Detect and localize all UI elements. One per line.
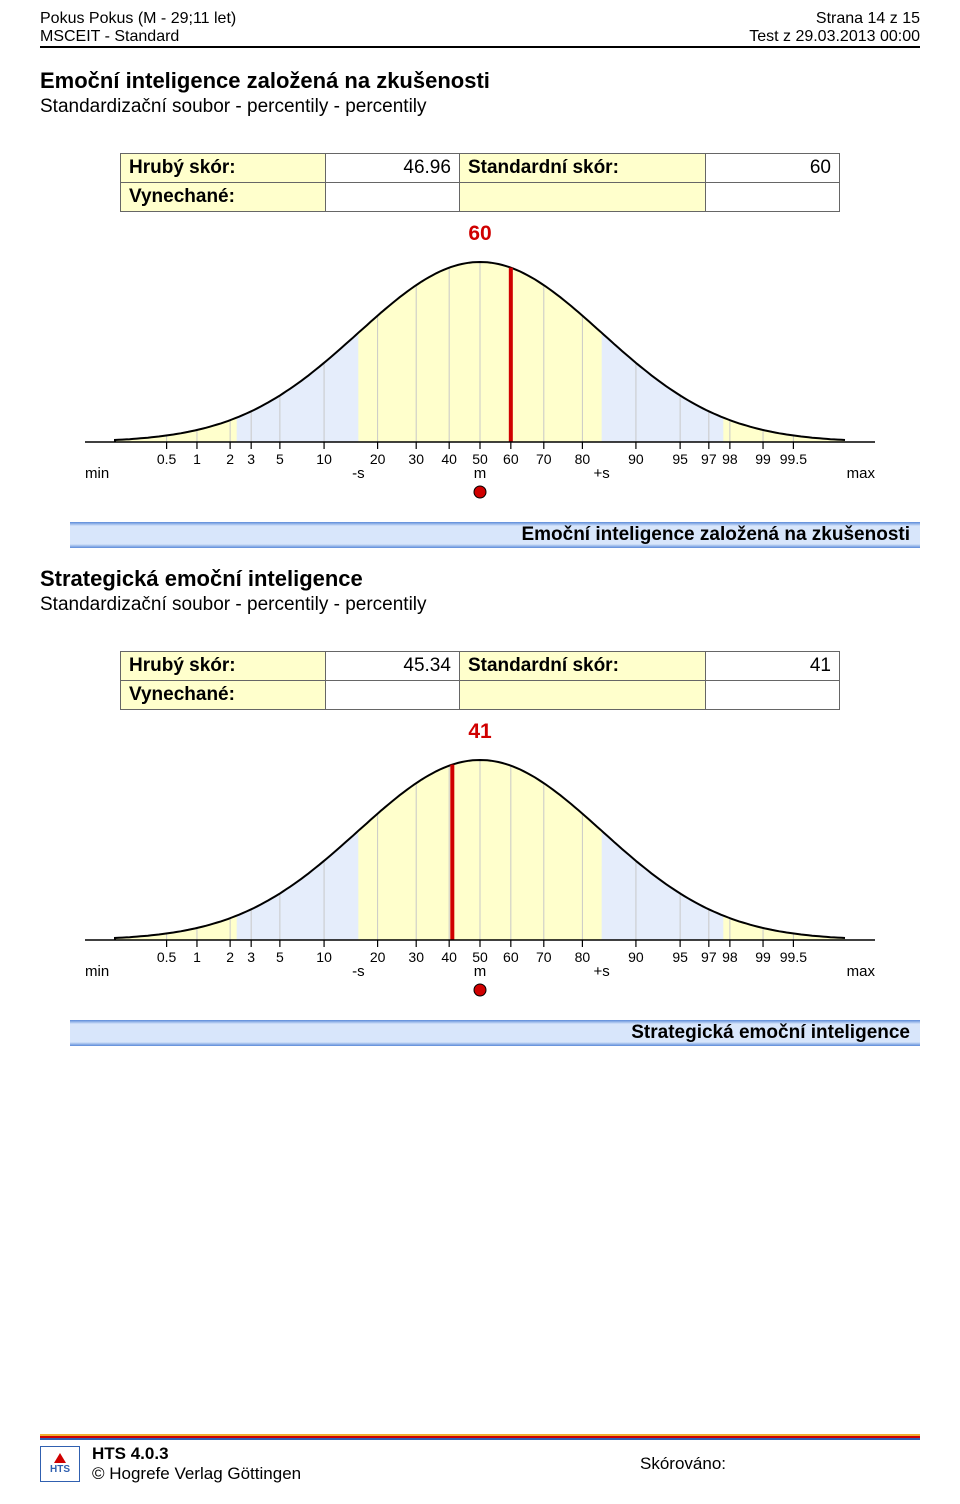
svg-text:min: min: [85, 465, 109, 482]
empty-cell: [706, 681, 840, 710]
svg-text:60: 60: [503, 451, 519, 467]
svg-text:95: 95: [672, 949, 688, 965]
raw-value-1: 45.34: [326, 652, 460, 681]
svg-text:80: 80: [575, 451, 591, 467]
svg-text:3: 3: [247, 451, 255, 467]
svg-text:70: 70: [536, 949, 552, 965]
std-value-1: 41: [706, 652, 840, 681]
blue-band-text-1: Strategická emoční inteligence: [631, 1020, 910, 1046]
omit-value-0: [326, 183, 460, 212]
svg-text:10: 10: [316, 451, 332, 467]
footer-product-block: HTS 4.0.3 © Hogrefe Verlag Göttingen: [92, 1444, 628, 1484]
svg-text:95: 95: [672, 451, 688, 467]
header-row-1: Pokus Pokus (M - 29;11 let) Strana 14 z …: [40, 10, 920, 28]
section-title-1: Strategická emoční inteligence: [40, 566, 920, 592]
svg-text:99.5: 99.5: [780, 949, 807, 965]
footer-scored: Skórováno:: [640, 1454, 920, 1474]
svg-text:2: 2: [226, 451, 234, 467]
svg-text:40: 40: [441, 451, 457, 467]
page: Pokus Pokus (M - 29;11 let) Strana 14 z …: [0, 0, 960, 1504]
section-title-0: Emoční inteligence založená na zkušenost…: [40, 68, 920, 94]
raw-label-0: Hrubý skór:: [121, 154, 326, 183]
std-label-1: Standardní skór:: [459, 652, 706, 681]
svg-text:3: 3: [247, 949, 255, 965]
svg-text:+s: +s: [594, 465, 610, 482]
svg-text:70: 70: [536, 451, 552, 467]
svg-text:90: 90: [628, 451, 644, 467]
svg-text:max: max: [847, 465, 876, 482]
header-row-2: MSCEIT - Standard Test z 29.03.2013 00:0…: [40, 28, 920, 48]
score-table-1: Hrubý skór: 45.34 Standardní skór: 41 Vy…: [120, 651, 840, 710]
svg-text:99.5: 99.5: [780, 451, 807, 467]
svg-text:1: 1: [193, 451, 201, 467]
svg-text:40: 40: [441, 949, 457, 965]
footer-row: HTS HTS 4.0.3 © Hogrefe Verlag Göttingen…: [40, 1444, 920, 1484]
svg-text:99: 99: [755, 451, 771, 467]
chart-1: 41 0.512351020304050607080909597989999.5…: [65, 720, 895, 1000]
svg-text:2: 2: [226, 949, 234, 965]
svg-text:m: m: [474, 963, 487, 980]
omit-label-0: Vynechané:: [121, 183, 326, 212]
footer-copyright: © Hogrefe Verlag Göttingen: [92, 1464, 628, 1484]
omit-value-1: [326, 681, 460, 710]
section-subtitle-0: Standardizační soubor - percentily - per…: [40, 96, 920, 118]
svg-text:0.5: 0.5: [157, 451, 177, 467]
svg-text:max: max: [847, 963, 876, 980]
svg-text:80: 80: [575, 949, 591, 965]
header-test-left: MSCEIT - Standard: [40, 28, 179, 46]
blue-band-1: Strategická emoční inteligence: [70, 1020, 920, 1046]
empty-cell: [459, 183, 706, 212]
std-label-0: Standardní skór:: [459, 154, 706, 183]
svg-text:min: min: [85, 963, 109, 980]
blue-band-1-wrap: Strategická emoční inteligence: [70, 1020, 920, 1046]
hts-logo-icon: HTS: [40, 1446, 80, 1482]
bell-chart-1: 0.512351020304050607080909597989999.5min…: [65, 740, 895, 1000]
empty-cell: [706, 183, 840, 212]
raw-label-1: Hrubý skór:: [121, 652, 326, 681]
svg-text:+s: +s: [594, 963, 610, 980]
blue-band-0: Emoční inteligence založená na zkušenost…: [70, 522, 920, 548]
footer-rules: [40, 1434, 920, 1440]
blue-band-text-0: Emoční inteligence založená na zkušenost…: [521, 522, 910, 548]
chart-0: 60 0.512351020304050607080909597989999.5…: [65, 222, 895, 502]
svg-text:m: m: [474, 465, 487, 482]
raw-value-0: 46.96: [326, 154, 460, 183]
svg-text:-s: -s: [352, 963, 365, 980]
svg-text:0.5: 0.5: [157, 949, 177, 965]
svg-text:-s: -s: [352, 465, 365, 482]
section-subtitle-1: Standardizační soubor - percentily - per…: [40, 594, 920, 616]
footer-product: HTS 4.0.3: [92, 1444, 628, 1464]
svg-text:5: 5: [276, 949, 284, 965]
svg-text:98: 98: [722, 949, 738, 965]
svg-text:30: 30: [408, 949, 424, 965]
svg-text:30: 30: [408, 451, 424, 467]
header-page: Strana 14 z 15: [816, 10, 920, 28]
omit-label-1: Vynechané:: [121, 681, 326, 710]
svg-text:99: 99: [755, 949, 771, 965]
svg-text:90: 90: [628, 949, 644, 965]
svg-text:1: 1: [193, 949, 201, 965]
bell-chart-0: 0.512351020304050607080909597989999.5min…: [65, 242, 895, 502]
svg-text:97: 97: [701, 451, 717, 467]
score-table-0: Hrubý skór: 46.96 Standardní skór: 60 Vy…: [120, 153, 840, 212]
empty-cell: [459, 681, 706, 710]
svg-text:20: 20: [370, 949, 386, 965]
header-name: Pokus Pokus (M - 29;11 let): [40, 10, 236, 28]
svg-text:20: 20: [370, 451, 386, 467]
blue-band-0-wrap: Emoční inteligence založená na zkušenost…: [70, 522, 920, 548]
svg-text:97: 97: [701, 949, 717, 965]
header-test-right: Test z 29.03.2013 00:00: [749, 28, 920, 46]
std-value-0: 60: [706, 154, 840, 183]
svg-text:5: 5: [276, 451, 284, 467]
svg-text:98: 98: [722, 451, 738, 467]
svg-text:60: 60: [503, 949, 519, 965]
svg-text:10: 10: [316, 949, 332, 965]
footer: HTS HTS 4.0.3 © Hogrefe Verlag Göttingen…: [40, 1434, 920, 1484]
